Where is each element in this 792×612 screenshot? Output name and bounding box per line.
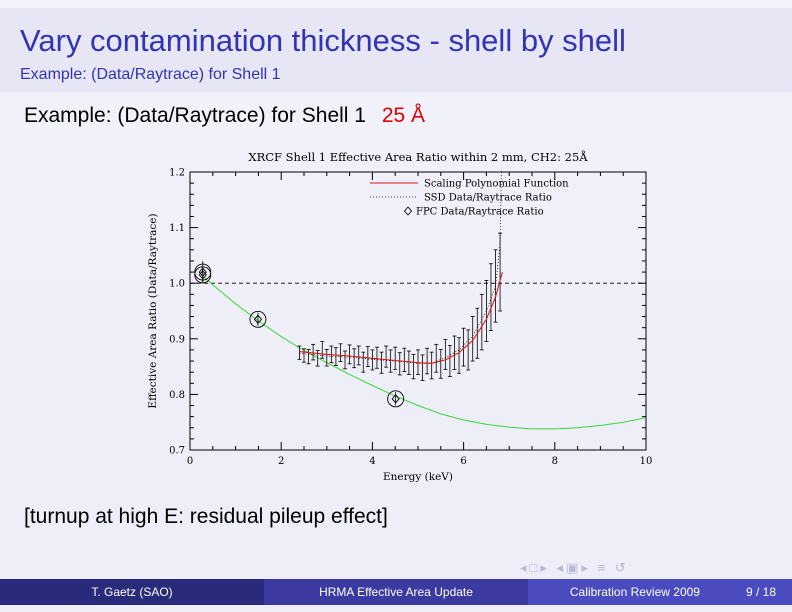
x-tick-label: 10	[640, 456, 652, 467]
scaling-polynomial-fit	[299, 271, 503, 364]
y-tick-label: 0.7	[169, 446, 185, 457]
footer-page: 9 / 18	[745, 585, 776, 599]
nav-frame-icon[interactable]: □	[529, 560, 541, 575]
y-tick-label: 1.1	[169, 223, 185, 234]
chart-title: XRCF Shell 1 Effective Area Ratio within…	[248, 150, 588, 164]
nav-section-icon[interactable]: ◂▣▸	[556, 560, 591, 575]
y-tick-label: 1.0	[169, 279, 185, 290]
y-tick-label: 0.9	[169, 334, 185, 345]
chart-heading: Example: (Data/Raytrace) for Shell 1 25 …	[24, 104, 425, 128]
x-tick-label: 6	[460, 456, 466, 467]
scaling-curve-green	[201, 274, 646, 430]
chart-heading-text: Example: (Data/Raytrace) for Shell 1	[24, 104, 366, 127]
nav-align-icon[interactable]: ≡	[597, 560, 609, 575]
x-tick-label: 4	[369, 456, 375, 467]
legend-ssd-label: SSD Data/Raytrace Ratio	[424, 193, 552, 204]
footer-talk-title: HRMA Effective Area Update	[264, 579, 528, 605]
footer-event: Calibration Review 2009	[569, 585, 700, 599]
navigation-controls[interactable]: ◂□▸ ◂▣▸ ≡ ↺	[520, 560, 629, 576]
ssd-ratio-line	[299, 172, 502, 364]
nav-right-icon[interactable]: ▸	[540, 560, 550, 575]
y-tick-label: 1.2	[169, 168, 185, 179]
fpc-point-circle	[387, 390, 405, 408]
effective-area-chart: XRCF Shell 1 Effective Area Ratio within…	[147, 150, 652, 483]
footer-author: T. Gaetz (SAO)	[0, 579, 264, 605]
legend-fpc-swatch	[403, 206, 413, 216]
legend-fpc-label: FPC Data/Raytrace Ratio	[416, 207, 544, 218]
search-icon[interactable]: ↺	[614, 560, 629, 575]
y-axis-label: Effective Area Ratio (Data/Raytrace)	[147, 213, 159, 408]
slide-title: Vary contamination thickness - shell by …	[20, 23, 626, 58]
contamination-value: 25 Å	[381, 104, 426, 127]
x-tick-label: 8	[552, 456, 558, 467]
footer: T. Gaetz (SAO) HRMA Effective Area Updat…	[0, 579, 792, 605]
nav-left-icon[interactable]: ◂	[520, 560, 530, 575]
slide-note: [turnup at high E: residual pileup effec…	[24, 505, 388, 528]
legend-fit-label: Scaling Polynomial Function	[424, 179, 569, 190]
x-axis-label: Energy (keV)	[383, 471, 453, 483]
fpc-point-circle	[249, 310, 267, 328]
y-tick-label: 0.8	[169, 390, 185, 401]
x-tick-label: 0	[187, 456, 193, 467]
title-bar	[0, 8, 792, 92]
x-tick-label: 2	[278, 456, 284, 467]
slide-subtitle: Example: (Data/Raytrace) for Shell 1	[20, 66, 281, 83]
footer-right: Calibration Review 2009 9 / 18	[528, 579, 792, 605]
